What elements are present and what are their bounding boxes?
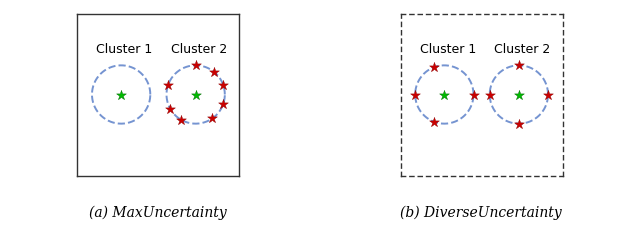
Point bbox=[514, 122, 524, 126]
Text: Cluster 2: Cluster 2 bbox=[171, 43, 227, 56]
Text: Cluster 1: Cluster 1 bbox=[420, 43, 476, 56]
Point bbox=[191, 63, 201, 67]
Point bbox=[543, 93, 553, 96]
Point bbox=[163, 83, 173, 86]
Point bbox=[514, 63, 524, 67]
Point bbox=[218, 103, 228, 106]
Text: Cluster 1: Cluster 1 bbox=[97, 43, 152, 56]
Point bbox=[209, 70, 220, 74]
Point bbox=[429, 120, 440, 124]
Point bbox=[468, 93, 479, 96]
Text: Cluster 2: Cluster 2 bbox=[494, 43, 550, 56]
Text: (a) MaxUncertainty: (a) MaxUncertainty bbox=[89, 206, 227, 220]
Point bbox=[484, 93, 495, 96]
Point bbox=[165, 107, 175, 111]
Point bbox=[116, 93, 126, 96]
Point bbox=[429, 65, 440, 69]
Point bbox=[207, 117, 218, 120]
Text: (b) DiverseUncertainty: (b) DiverseUncertainty bbox=[401, 206, 562, 220]
Point bbox=[191, 93, 201, 96]
Point bbox=[514, 93, 524, 96]
Point bbox=[218, 83, 228, 86]
Point bbox=[410, 93, 420, 96]
Point bbox=[176, 118, 186, 122]
Point bbox=[439, 93, 449, 96]
